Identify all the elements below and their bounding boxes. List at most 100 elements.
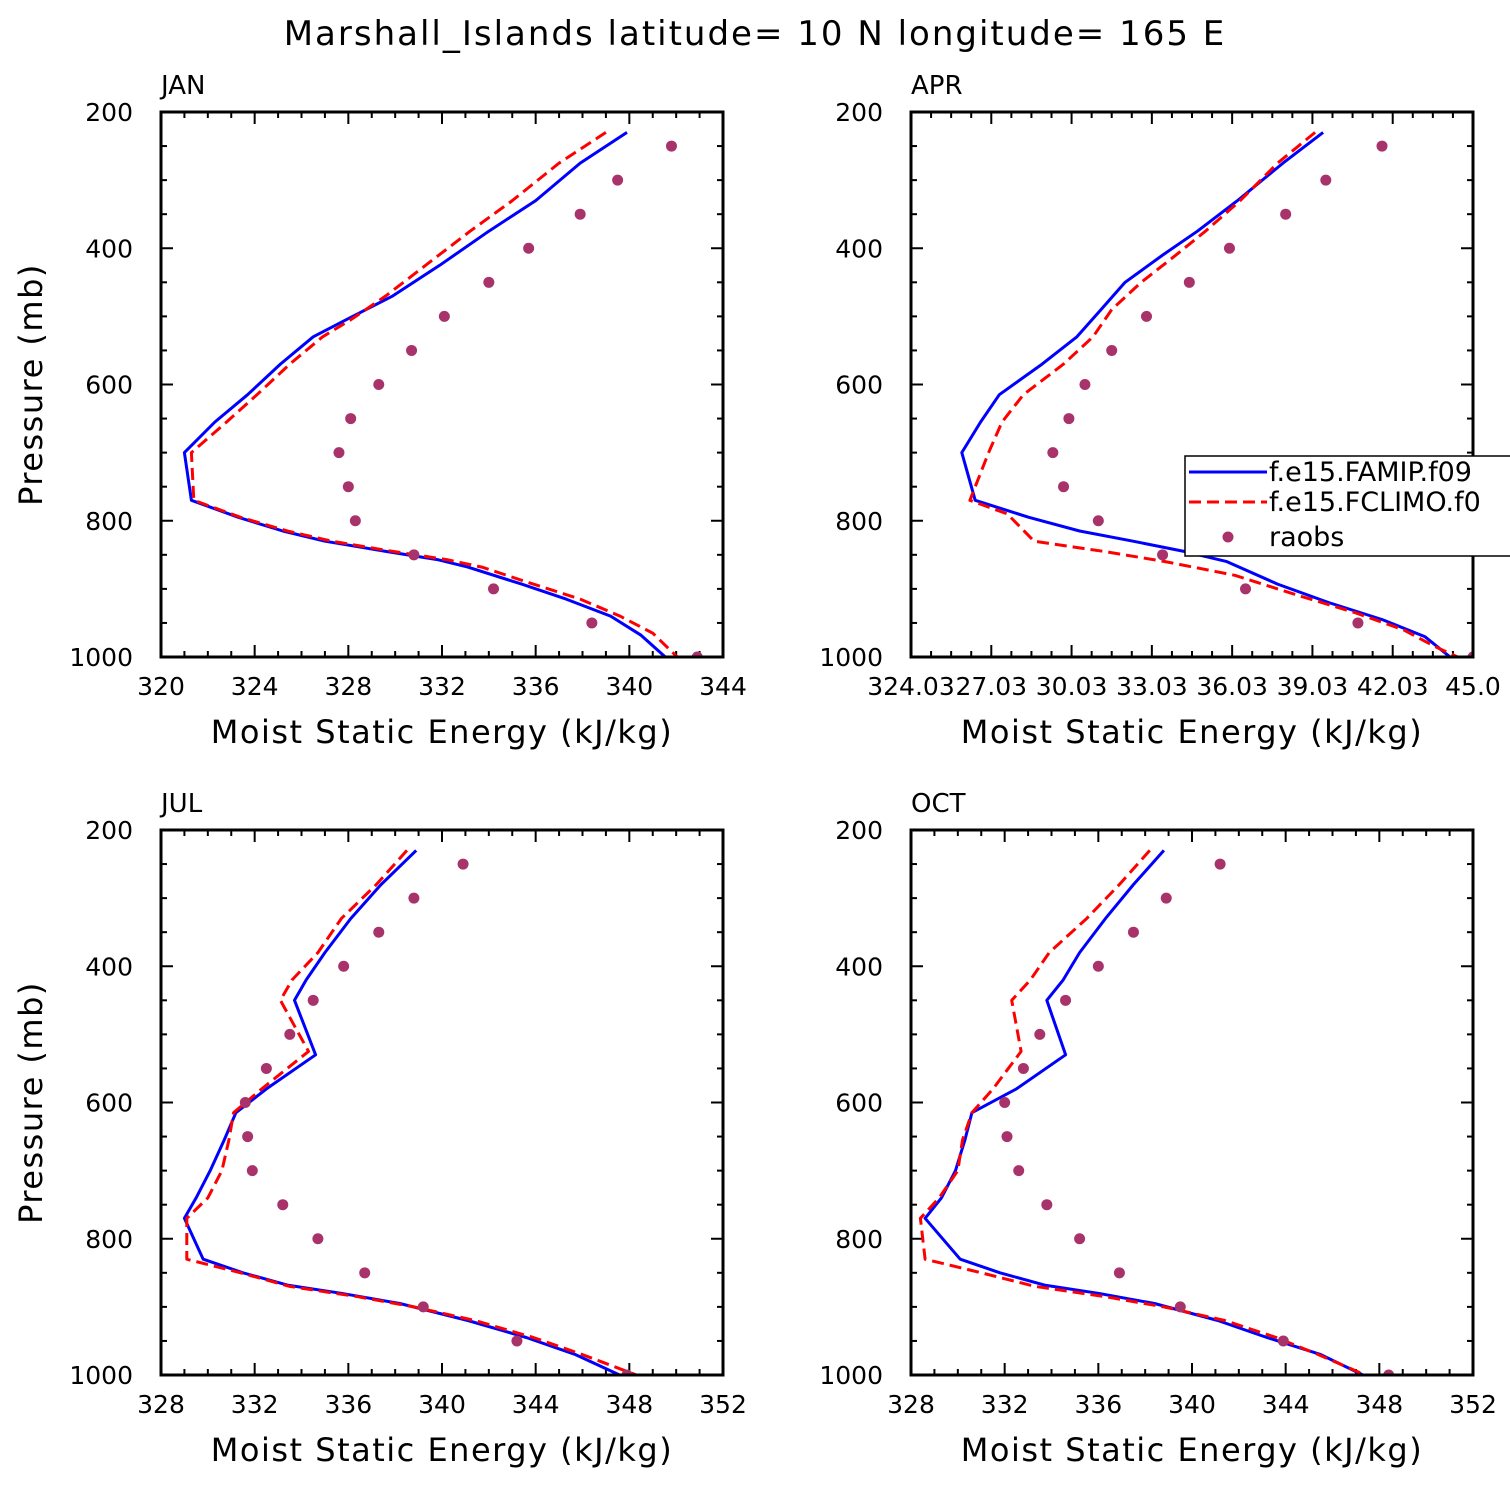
x-tick-label: 336 xyxy=(324,1390,372,1419)
x-tick-label: 352 xyxy=(1449,1390,1497,1419)
panel-title: OCT xyxy=(911,789,966,819)
raobs-point xyxy=(665,140,677,152)
raobs-point xyxy=(999,1097,1011,1108)
series-raobs xyxy=(239,858,633,1375)
series-line-famip xyxy=(923,849,1367,1375)
plot-frame xyxy=(909,828,1475,1377)
y-axis-label: Pressure (mb) xyxy=(12,981,50,1224)
y-tick-label: 800 xyxy=(85,507,133,536)
raobs-point xyxy=(1280,208,1292,220)
series-line-fclimo xyxy=(918,849,1366,1375)
y-tick-label: 600 xyxy=(835,371,883,400)
raobs-point xyxy=(438,310,450,322)
raobs-point xyxy=(488,583,500,595)
legend-raobs-marker xyxy=(1222,531,1234,543)
raobs-point xyxy=(1063,413,1075,425)
panel-title: JAN xyxy=(159,71,205,101)
plot-frame xyxy=(159,828,725,1377)
raobs-point xyxy=(1160,892,1172,904)
x-tick-label: 324 xyxy=(231,672,279,701)
raobs-point xyxy=(1092,515,1104,527)
x-tick-label: 328 xyxy=(887,1390,935,1419)
y-tick-label: 400 xyxy=(85,234,133,263)
y-tick-label: 1000 xyxy=(69,643,133,672)
raobs-point xyxy=(1376,140,1388,152)
x-tick-label: 328 xyxy=(324,672,372,701)
x-tick-label: 340 xyxy=(1168,1390,1216,1419)
y-axis-label: Pressure (mb) xyxy=(12,263,50,506)
x-tick-label: 320 xyxy=(137,672,185,701)
raobs-point xyxy=(408,892,420,904)
raobs-point xyxy=(373,926,385,938)
raobs-point xyxy=(277,1199,289,1211)
raobs-point xyxy=(1352,617,1364,629)
x-tick-label: 324.03 xyxy=(867,672,954,701)
x-tick-label: 336 xyxy=(1074,1390,1122,1419)
series-line-famip xyxy=(182,849,624,1375)
raobs-point xyxy=(612,174,624,186)
raobs-point xyxy=(239,1097,251,1108)
y-tick-label: 1000 xyxy=(819,1361,883,1390)
x-tick-label: 348 xyxy=(1355,1390,1403,1419)
raobs-point xyxy=(1001,1131,1013,1143)
y-tick-label: 400 xyxy=(835,234,883,263)
legend-fclimo-label: f.e15.FCLIMO.f0 xyxy=(1269,487,1481,518)
raobs-point xyxy=(1092,960,1104,972)
series-raobs xyxy=(1047,140,1473,657)
x-tick-label: 340 xyxy=(418,1390,466,1419)
raobs-point xyxy=(338,960,350,972)
y-tick-label: 400 xyxy=(85,952,133,981)
raobs-point xyxy=(1157,549,1169,561)
raobs-point xyxy=(1113,1267,1125,1279)
panel-title: APR xyxy=(911,71,963,101)
plot-frame xyxy=(909,110,1475,659)
raobs-point xyxy=(1183,276,1195,288)
raobs-point xyxy=(1058,481,1070,493)
y-tick-label: 200 xyxy=(85,816,133,845)
series-line-fclimo xyxy=(968,131,1462,657)
raobs-point xyxy=(406,344,418,356)
x-tick-label: 352 xyxy=(699,1390,747,1419)
ticks xyxy=(160,111,724,658)
x-tick-label: 30.03 xyxy=(1036,672,1108,701)
series-line-famip xyxy=(960,131,1453,657)
series-line-famip xyxy=(182,131,668,657)
raobs-point xyxy=(1041,1199,1053,1211)
raobs-point xyxy=(483,276,495,288)
raobs-point xyxy=(373,379,385,390)
x-tick-label: 344 xyxy=(512,1390,560,1419)
y-tick-label: 1000 xyxy=(819,643,883,672)
raobs-point xyxy=(260,1062,272,1074)
raobs-point xyxy=(307,994,319,1006)
raobs-point xyxy=(457,858,469,870)
y-tick-label: 400 xyxy=(835,952,883,981)
panels: JAN 320 324 328 332 336 340 344 200 400 600 800 1000… xyxy=(12,71,1510,1469)
y-tick-label: 800 xyxy=(85,1225,133,1254)
raobs-point xyxy=(1060,994,1072,1006)
raobs-point xyxy=(1223,242,1235,254)
x-axis-label: Moist Static Energy (kJ/kg) xyxy=(961,713,1423,751)
legend-raobs-label: raobs xyxy=(1269,522,1344,553)
panel-oct: OCT 328 332 336 340 344 348 352 200 400 600 800 1000… xyxy=(819,789,1496,1469)
series-line-fclimo xyxy=(189,131,680,657)
x-tick-label: 27.03 xyxy=(955,672,1027,701)
x-tick-label: 45.0 xyxy=(1445,672,1501,701)
y-tick-label: 200 xyxy=(85,98,133,127)
raobs-point xyxy=(1277,1335,1289,1347)
figure-title: Marshall_Islands latitude= 10 N longitud… xyxy=(284,14,1227,54)
raobs-point xyxy=(1074,1233,1086,1245)
x-axis-label: Moist Static Energy (kJ/kg) xyxy=(961,1431,1423,1469)
data-area xyxy=(960,131,1473,657)
ticks xyxy=(910,111,1474,658)
y-tick-label: 800 xyxy=(835,507,883,536)
legend-famip-label: f.e15.FAMIP.f09 xyxy=(1269,457,1472,488)
y-tick-label: 600 xyxy=(835,1089,883,1118)
y-tick-label: 200 xyxy=(835,98,883,127)
raobs-point xyxy=(417,1301,429,1313)
x-tick-label: 42.03 xyxy=(1357,672,1429,701)
x-tick-label: 36.03 xyxy=(1196,672,1268,701)
y-tick-label: 600 xyxy=(85,371,133,400)
raobs-point xyxy=(1017,1062,1029,1074)
raobs-point xyxy=(1320,174,1332,186)
